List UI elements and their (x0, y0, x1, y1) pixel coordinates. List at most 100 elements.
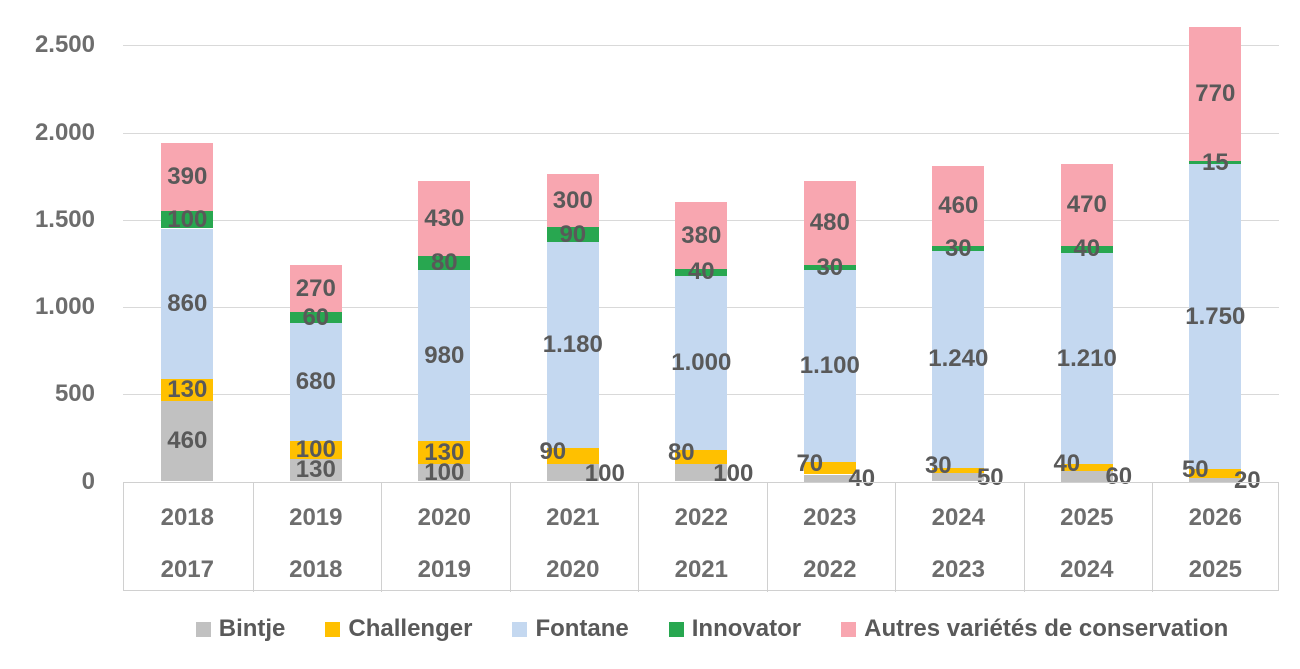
bar-segment-innovator (1060, 245, 1113, 253)
x-axis-year-label: 2021 (674, 556, 728, 583)
data-label-challenger: 90 (539, 438, 567, 466)
data-label-bintje: 40 (848, 465, 876, 492)
category-divider (1152, 482, 1153, 592)
bar-segment-autres-varietes-de-conservation (418, 181, 471, 257)
data-label-innovator: 15 (1201, 148, 1229, 176)
data-label-autres-varietes-de-conservation: 390 (167, 163, 208, 190)
legend-swatch-autres-varietes-de-conservation (841, 621, 857, 637)
bar-segment-innovator (289, 312, 342, 323)
bar-segment-autres-varietes-de-conservation (1189, 26, 1242, 162)
bar-segment-fontane (546, 242, 599, 449)
legend-label: Innovator (691, 615, 802, 642)
data-label-bintje: 460 (167, 427, 208, 455)
x-axis-year-label: 2023 (803, 504, 857, 531)
bar-segment-autres-varietes-de-conservation (546, 174, 599, 227)
x-axis-year-label: 2018 (160, 504, 214, 531)
x-axis-year-label: 2025 (1060, 504, 1114, 531)
x-axis-year-label: 2020 (417, 504, 471, 531)
bar-segment-challenger (675, 450, 728, 465)
bar-segment-bintje (1060, 471, 1113, 482)
bar-segment-autres-varietes-de-conservation (932, 165, 985, 246)
data-label-autres-varietes-de-conservation: 430 (424, 204, 465, 232)
data-label-autres-varietes-de-conservation: 770 (1195, 80, 1236, 108)
bar-segment-challenger (1060, 464, 1113, 472)
data-label-fontane: 1.240 (928, 345, 989, 373)
data-label-challenger: 80 (667, 439, 695, 467)
data-label-innovator: 30 (816, 253, 844, 281)
x-axis-category-table (123, 481, 1279, 592)
x-axis-year-label: 2021 (546, 504, 600, 531)
bar-segment-challenger (932, 467, 985, 473)
legend-item-innovator: Innovator (668, 615, 802, 643)
x-axis-year-label: 2022 (674, 504, 728, 531)
data-label-autres-varietes-de-conservation: 380 (681, 221, 722, 249)
bar-segment-autres-varietes-de-conservation (803, 181, 856, 266)
bar-segment-fontane (418, 270, 471, 442)
bar-segment-fontane (1189, 163, 1242, 470)
bar-segment-fontane (289, 322, 342, 442)
data-label-bintje: 100 (424, 458, 465, 486)
gridline (123, 45, 1279, 47)
x-axis-year-label: 2023 (931, 556, 985, 583)
x-axis-year-label: 2025 (1188, 556, 1242, 583)
category-divider (638, 482, 639, 592)
data-label-fontane: 1.100 (799, 352, 860, 380)
legend-swatch-challenger (325, 621, 341, 637)
bar-segment-bintje (161, 401, 214, 482)
y-axis-tick-label: 0 (81, 467, 95, 495)
bar-segment-fontane (675, 275, 728, 451)
data-label-autres-varietes-de-conservation: 480 (809, 209, 850, 237)
legend-swatch-bintje (195, 621, 211, 637)
bar-segment-innovator (1189, 161, 1242, 164)
bar-segment-bintje (803, 474, 856, 482)
legend-item-challenger: Challenger (325, 615, 472, 643)
data-label-bintje: 100 (713, 459, 754, 487)
data-label-innovator: 90 (559, 220, 587, 248)
y-axis-tick-label: 2.500 (34, 31, 95, 59)
data-label-challenger: 70 (796, 450, 824, 478)
y-axis-tick-label: 2.000 (34, 118, 95, 146)
bar-segment-autres-varietes-de-conservation (161, 143, 214, 212)
legend-item-autres-varietes-de-conservation: Autres variétés de conservation (841, 615, 1228, 643)
y-axis-tick-label: 1.000 (34, 293, 95, 320)
data-label-bintje: 20 (1233, 466, 1261, 494)
category-divider (381, 482, 382, 592)
bar-segment-bintje (932, 472, 985, 482)
category-divider (895, 482, 896, 592)
data-label-innovator: 100 (167, 205, 208, 233)
x-axis-year-label: 2019 (417, 556, 471, 583)
data-label-fontane: 1.180 (542, 331, 603, 359)
x-axis-year-label: 2019 (289, 504, 343, 531)
bar-segment-fontane (932, 251, 985, 468)
bar-segment-innovator (932, 245, 985, 252)
data-label-challenger: 40 (1053, 449, 1081, 477)
data-label-fontane: 1.000 (671, 348, 732, 376)
data-label-challenger: 130 (424, 438, 465, 466)
data-label-challenger: 100 (295, 436, 336, 464)
data-label-fontane: 860 (167, 289, 208, 317)
category-divider (509, 482, 511, 592)
bar-segment-innovator (675, 268, 728, 276)
category-divider (252, 482, 254, 592)
data-label-bintje: 130 (295, 456, 336, 484)
legend: Bintje Challenger Fontane Innovator Autres v… (62, 615, 1300, 643)
bar-segment-innovator (161, 211, 214, 229)
legend-item-fontane: Fontane (512, 615, 629, 643)
legend-label: Challenger (348, 615, 473, 642)
y-axis-tick-label: 500 (54, 380, 95, 408)
data-label-fontane: 1.210 (1056, 344, 1117, 372)
gridline (123, 132, 1279, 134)
bar-segment-challenger (1189, 469, 1242, 478)
bar-segment-bintje (675, 464, 728, 482)
x-axis-year-label: 2020 (546, 556, 600, 583)
legend-item-bintje: Bintje (195, 615, 285, 643)
data-label-challenger: 50 (1181, 455, 1209, 483)
legend-label: Autres variétés de conservation (864, 615, 1229, 642)
data-label-innovator: 80 (430, 249, 458, 277)
bar-segment-challenger (289, 441, 342, 459)
data-label-bintje: 60 (1105, 463, 1133, 491)
x-axis-year-label: 2018 (289, 556, 343, 583)
data-label-autres-varietes-de-conservation: 300 (552, 186, 593, 214)
x-axis-year-label: 2026 (1188, 504, 1242, 531)
